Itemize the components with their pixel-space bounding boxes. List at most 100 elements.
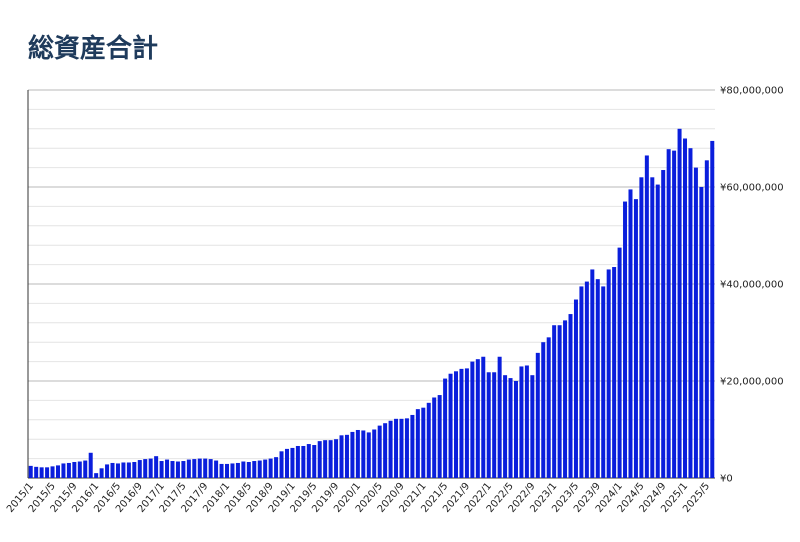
y-tick-label: ¥60,000,000 [720,183,784,194]
bar [28,465,33,478]
bar [661,170,666,478]
bar [143,459,148,478]
bar [355,429,360,478]
bar [61,463,66,478]
bar [181,461,186,478]
bar [372,429,377,478]
bar [612,267,617,478]
bar [693,167,698,478]
bar [110,462,115,478]
bar [688,148,693,478]
bar [83,460,88,478]
bar [601,286,606,478]
bar [683,138,688,478]
bar [317,441,322,478]
bar [203,458,208,478]
bar [55,465,60,478]
bar [584,281,589,478]
bar [154,456,159,478]
bar [524,365,529,478]
bar [481,356,486,478]
bar [159,461,164,478]
bar [50,466,55,478]
bar [279,451,284,478]
bar [350,431,355,478]
bar [186,459,191,478]
bar [454,371,459,478]
bar [492,372,497,478]
bar [77,461,82,478]
bar [486,372,491,478]
bar [432,397,437,478]
bar [241,461,246,478]
bar [301,445,306,478]
bar [530,375,535,478]
bar [410,414,415,478]
bar [437,395,442,478]
bar [377,425,382,478]
bar [94,473,99,478]
bar [115,463,120,478]
bar [546,337,551,478]
bar [655,184,660,478]
bar [710,140,715,479]
bar [617,247,622,478]
bar [541,342,546,478]
bar [214,460,219,478]
bar [126,462,131,478]
bar [72,461,77,478]
bar [672,150,677,478]
bar [415,409,420,478]
bar [459,368,464,478]
bar [595,279,600,478]
bar [88,452,93,478]
bar [366,432,371,478]
bar [639,177,644,479]
bar [650,177,655,479]
bar [263,459,268,478]
bar [284,448,289,478]
bar [39,467,44,478]
bar [704,160,709,478]
chart-title: 総資産合計 [28,33,158,64]
bar [274,457,279,478]
bar [34,466,39,478]
bar [388,420,393,478]
bar [170,461,175,478]
bar [99,468,104,478]
bar [628,189,633,479]
y-tick-label: ¥0 [720,474,733,485]
bar [557,325,562,478]
bar [257,460,262,478]
bar [535,352,540,478]
bar [513,381,518,478]
bar [219,463,224,478]
bar [399,418,404,478]
bar [464,368,469,478]
y-tick-label: ¥80,000,000 [720,86,784,97]
bar [312,445,317,478]
bar [699,187,704,478]
bar [644,155,649,478]
bar [148,458,153,478]
bar [623,201,628,479]
bar [394,418,399,478]
bar [290,447,295,478]
bar [246,461,251,478]
bar [132,461,137,478]
bar [421,407,426,478]
bar [475,359,480,478]
bar [197,458,202,478]
bar [192,459,197,478]
bar [344,434,349,478]
bar [121,462,126,478]
bar [175,461,180,478]
bar [383,423,388,478]
bar [633,199,638,478]
y-tick-label: ¥40,000,000 [720,280,784,291]
bar [579,286,584,478]
bar [323,440,328,478]
bar [443,378,448,478]
bar [66,462,71,478]
